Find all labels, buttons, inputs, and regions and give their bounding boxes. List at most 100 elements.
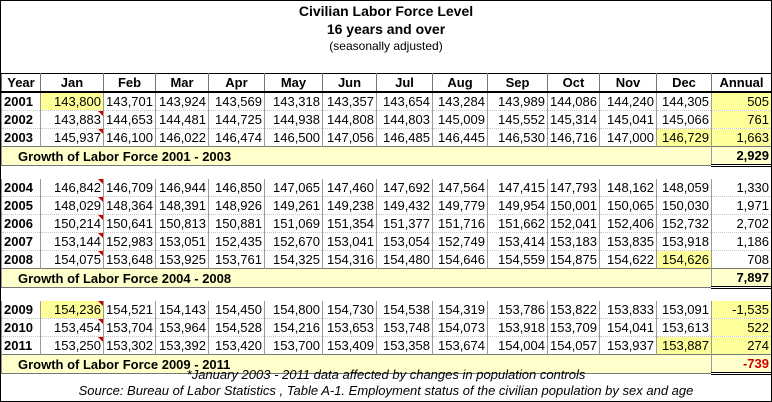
header-sep: Sep (487, 73, 548, 93)
value-cell-nov: 150,065 (599, 196, 657, 215)
labor-force-table: Year Jan Feb Mar Apr May Jun Jul Aug Sep… (1, 73, 772, 375)
value-cell-jan: 154,236 (40, 301, 104, 319)
year-cell: 2008 (1, 250, 41, 269)
growth-label: Growth of Labor Force 2009 - 2011 (1, 354, 712, 374)
annual-cell: 1,971 (711, 196, 772, 215)
value-cell-jan: 143,883 (40, 110, 104, 129)
value-cell-sep: 154,004 (487, 336, 548, 355)
value-cell-dec: 150,030 (656, 196, 712, 215)
year-cell: 2006 (1, 214, 41, 233)
value-cell-jun: 153,653 (322, 318, 377, 337)
value-cell-oct: 144,086 (547, 92, 600, 111)
year-cell: 2002 (1, 110, 41, 129)
header-aug: Aug (432, 73, 488, 93)
value-cell-dec: 144,305 (656, 92, 712, 111)
header-nov: Nov (599, 73, 657, 93)
table-row: 2009 154,236 154,521 154,143 154,450 154,800 1… (1, 301, 772, 319)
value-cell-dec: 148,059 (656, 179, 712, 197)
growth-value: -739 (711, 354, 772, 375)
spacer-cell (1, 287, 772, 301)
value-cell-apr: 152,435 (208, 232, 265, 251)
value-cell-jul: 149,432 (376, 196, 433, 215)
growth-label: Growth of Labor Force 2004 - 2008 (1, 268, 712, 288)
value-cell-feb: 144,653 (103, 110, 156, 129)
sheet-title: Civilian Labor Force Level (298, 3, 474, 19)
value-cell-aug: 154,319 (432, 301, 488, 319)
value-cell-oct: 153,822 (547, 301, 600, 319)
value-cell-jan: 146,842 (40, 179, 104, 197)
growth-value: 7,897 (711, 268, 772, 289)
value-cell-may: 147,065 (264, 179, 323, 197)
value-cell-jul: 151,377 (376, 214, 433, 233)
header-may: May (264, 73, 323, 93)
value-cell-jan: 153,454 (40, 318, 104, 337)
growth-value: 2,929 (711, 146, 772, 167)
value-cell-sep: 153,918 (487, 318, 548, 337)
value-cell-oct: 153,183 (547, 232, 600, 251)
value-cell-nov: 145,041 (599, 110, 657, 129)
value-cell-feb: 146,100 (103, 128, 156, 147)
value-cell-oct: 145,314 (547, 110, 600, 129)
table-row: 2002 143,883 144,653 144,481 144,725 144,938 1… (1, 110, 772, 129)
footnote: *January 2003 - 2011 data affected by ch… (186, 367, 586, 382)
value-cell-nov: 153,833 (599, 301, 657, 319)
value-cell-feb: 150,641 (103, 214, 156, 233)
value-cell-feb: 153,704 (103, 318, 156, 337)
value-cell-may: 151,069 (264, 214, 323, 233)
value-cell-mar: 153,964 (155, 318, 209, 337)
value-cell-jan: 153,250 (40, 336, 104, 355)
value-cell-aug: 149,779 (432, 196, 488, 215)
value-cell-apr: 144,725 (208, 110, 265, 129)
year-cell: 2003 (1, 128, 41, 147)
header-row: Year Jan Feb Mar Apr May Jun Jul Aug Sep… (1, 73, 772, 93)
value-cell-jun: 154,316 (322, 250, 377, 269)
value-cell-nov: 154,622 (599, 250, 657, 269)
value-cell-jun: 147,056 (322, 128, 377, 147)
value-cell-may: 146,500 (264, 128, 323, 147)
value-cell-feb: 152,983 (103, 232, 156, 251)
value-cell-aug: 145,009 (432, 110, 488, 129)
value-cell-dec: 153,613 (656, 318, 712, 337)
sheet-subtitle: 16 years and over (326, 21, 446, 37)
value-cell-jul: 143,654 (376, 92, 433, 111)
value-cell-feb: 148,364 (103, 196, 156, 215)
value-cell-apr: 143,569 (208, 92, 265, 111)
value-cell-nov: 153,937 (599, 336, 657, 355)
annual-cell: 708 (711, 250, 772, 269)
value-cell-may: 154,800 (264, 301, 323, 319)
header-feb: Feb (103, 73, 156, 93)
header-annual: Annual (711, 73, 772, 93)
year-cell: 2011 (1, 336, 41, 355)
table-row: 2006 150,214 150,641 150,813 150,881 151,069 1… (1, 214, 772, 233)
header-jul: Jul (376, 73, 433, 93)
value-cell-may: 154,325 (264, 250, 323, 269)
source-note: Source: Bureau of Labor Statistics , Tab… (78, 383, 694, 398)
value-cell-jun: 147,460 (322, 179, 377, 197)
value-cell-jul: 147,692 (376, 179, 433, 197)
value-cell-jul: 153,054 (376, 232, 433, 251)
annual-cell: 274 (711, 336, 772, 355)
year-cell: 2005 (1, 196, 41, 215)
value-cell-feb: 143,701 (103, 92, 156, 111)
header-apr: Apr (208, 73, 265, 93)
value-cell-jul: 154,538 (376, 301, 433, 319)
value-cell-oct: 154,875 (547, 250, 600, 269)
value-cell-dec: 153,918 (656, 232, 712, 251)
header-jan: Jan (40, 73, 104, 93)
header-oct: Oct (547, 73, 600, 93)
value-cell-mar: 153,051 (155, 232, 209, 251)
value-cell-jan: 145,937 (40, 128, 104, 147)
value-cell-jan: 154,075 (40, 250, 104, 269)
value-cell-apr: 148,926 (208, 196, 265, 215)
value-cell-jun: 153,041 (322, 232, 377, 251)
group-spacer (1, 165, 772, 179)
value-cell-jan: 143,800 (40, 92, 104, 111)
value-cell-dec: 153,887 (656, 336, 712, 355)
value-cell-nov: 148,162 (599, 179, 657, 197)
value-cell-may: 153,700 (264, 336, 323, 355)
value-cell-nov: 154,041 (599, 318, 657, 337)
value-cell-feb: 146,709 (103, 179, 156, 197)
value-cell-may: 149,261 (264, 196, 323, 215)
value-cell-jul: 154,480 (376, 250, 433, 269)
year-cell: 2004 (1, 179, 41, 197)
